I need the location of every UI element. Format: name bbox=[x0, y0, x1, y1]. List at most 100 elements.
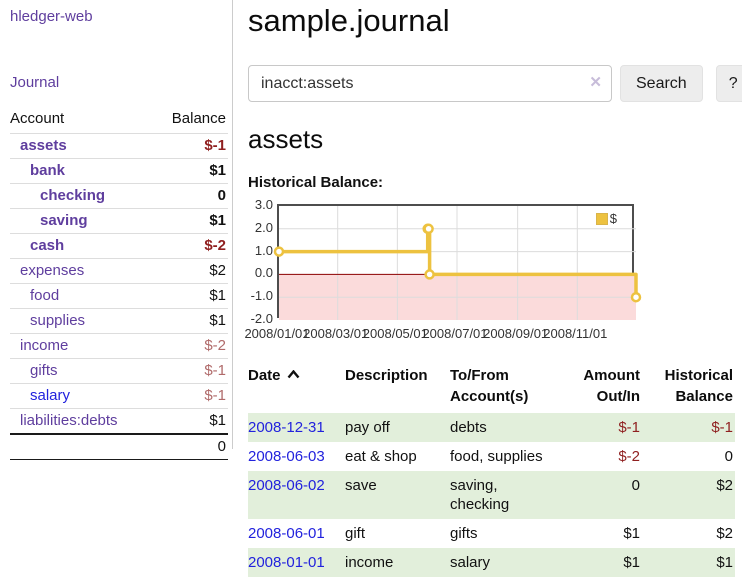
account-name-cell: salary bbox=[10, 383, 155, 409]
account-row: assets $-1 bbox=[10, 133, 228, 159]
search-button[interactable]: Search bbox=[620, 65, 703, 102]
register-table: Date Description To/From Account(s) Amou… bbox=[248, 363, 735, 577]
account-row: expenses $2 bbox=[10, 258, 228, 284]
account-heading: assets bbox=[248, 124, 324, 154]
transaction-balance: $-1 bbox=[711, 419, 733, 436]
register-row[interactable]: 2008-06-01 gift gifts $1 $2 bbox=[248, 519, 735, 548]
register-row[interactable]: 2008-12-31 pay off debts $-1 $-1 bbox=[248, 413, 735, 442]
y-axis-tick-label: 3.0 bbox=[254, 197, 273, 212]
account-balance: $1 bbox=[154, 308, 228, 334]
accounts-total-row: 0 bbox=[10, 433, 228, 460]
register-row[interactable]: 2008-06-02 save saving, checking 0 $2 bbox=[248, 471, 735, 519]
transaction-amount: $-1 bbox=[618, 419, 640, 436]
transaction-description: eat & shop bbox=[345, 448, 417, 465]
x-axis-tick-label: 2008/01/01 bbox=[244, 326, 310, 341]
search-form: ✕ Search ? bbox=[248, 65, 742, 102]
sidebar-item-journal[interactable]: Journal bbox=[10, 74, 60, 91]
account-name-cell: liabilities:debts bbox=[10, 409, 154, 435]
transaction-description: income bbox=[345, 554, 394, 571]
column-header-amount[interactable]: Amount Out/In bbox=[583, 367, 640, 405]
account-link[interactable]: food bbox=[30, 287, 60, 304]
transaction-amount: $1 bbox=[623, 554, 640, 571]
app-title-link[interactable]: hledger-web bbox=[10, 8, 93, 25]
account-name-cell: assets bbox=[10, 133, 155, 159]
register-row[interactable]: 2008-06-03 eat & shop food, supplies $-2 0 bbox=[248, 442, 735, 471]
transaction-date-link[interactable]: 2008-01-01 bbox=[248, 554, 325, 571]
account-link[interactable]: supplies bbox=[30, 312, 86, 329]
account-balance: $-1 bbox=[154, 383, 228, 409]
column-header-date[interactable]: Date bbox=[248, 363, 345, 413]
account-balance: $-2 bbox=[154, 333, 228, 359]
sort-ascending-icon bbox=[287, 369, 299, 379]
legend-label: $ bbox=[609, 211, 617, 226]
transaction-date-cell: 2008-06-03 bbox=[248, 442, 345, 471]
account-row: food $1 bbox=[10, 283, 228, 309]
y-axis-tick-label: -2.0 bbox=[250, 311, 273, 326]
account-balance: $-1 bbox=[154, 133, 228, 159]
account-link[interactable]: saving bbox=[40, 212, 88, 229]
transaction-amount: $1 bbox=[623, 525, 640, 542]
help-button[interactable]: ? bbox=[715, 65, 742, 102]
sidebar: hledger-web Journal Account Balance asse… bbox=[0, 0, 233, 460]
transaction-balance: $1 bbox=[716, 554, 733, 571]
transaction-amount: $-2 bbox=[618, 448, 640, 465]
account-link[interactable]: liabilities:debts bbox=[20, 412, 118, 429]
account-name-cell: expenses bbox=[10, 258, 155, 284]
account-row: gifts $-1 bbox=[10, 358, 228, 384]
y-axis-tick-label: 2.0 bbox=[254, 219, 273, 235]
transaction-accounts: debts bbox=[450, 419, 487, 436]
account-link[interactable]: bank bbox=[30, 162, 66, 179]
account-name-cell: gifts bbox=[10, 358, 155, 384]
x-axis-tick-label: 2008/05/01 bbox=[362, 326, 428, 341]
column-header-accounts[interactable]: To/From Account(s) bbox=[450, 367, 529, 405]
account-row: supplies $1 bbox=[10, 308, 228, 334]
column-header-balance[interactable]: Historical Balance bbox=[664, 367, 733, 405]
transaction-date-link[interactable]: 2008-06-01 bbox=[248, 525, 325, 542]
transaction-date-link[interactable]: 2008-06-03 bbox=[248, 448, 325, 465]
column-header-description[interactable]: Description bbox=[345, 367, 428, 384]
search-input[interactable] bbox=[248, 65, 612, 102]
transaction-accounts: salary bbox=[450, 554, 491, 571]
account-balance: $1 bbox=[154, 158, 228, 184]
transaction-accounts: gifts bbox=[450, 525, 478, 542]
transaction-date-link[interactable]: 2008-12-31 bbox=[248, 419, 325, 436]
chart-title: Historical Balance: bbox=[248, 174, 384, 191]
chart-svg bbox=[273, 206, 642, 320]
transaction-balance: $2 bbox=[716, 477, 733, 494]
transaction-accounts: food, supplies bbox=[450, 448, 543, 465]
account-name-cell: food bbox=[10, 283, 155, 309]
account-link[interactable]: expenses bbox=[20, 262, 85, 279]
account-row: bank $1 bbox=[10, 158, 228, 184]
accounts-table: Account Balance assets $-1 bank $1 checking 0… bbox=[10, 106, 228, 460]
main-content: sample.journal ✕ Search ? assets Histori… bbox=[244, 0, 742, 577]
legend-swatch-icon bbox=[595, 212, 608, 225]
accounts-total-value: 0 bbox=[154, 433, 228, 460]
transaction-description: pay off bbox=[345, 419, 390, 436]
accounts-total-spacer bbox=[10, 433, 155, 460]
register-row[interactable]: 2008-01-01 income salary $1 $1 bbox=[248, 548, 735, 577]
account-balance: $2 bbox=[154, 258, 228, 284]
transaction-date-cell: 2008-06-01 bbox=[248, 519, 345, 548]
account-row: checking 0 bbox=[10, 183, 228, 209]
account-row: income $-2 bbox=[10, 333, 228, 359]
page-title: sample.journal bbox=[248, 3, 450, 38]
x-axis-tick-label: 2008/03/01 bbox=[303, 326, 369, 341]
account-row: cash $-2 bbox=[10, 233, 228, 259]
account-name-cell: checking bbox=[10, 183, 155, 209]
account-row: liabilities:debts $1 bbox=[10, 409, 228, 435]
clear-search-icon[interactable]: ✕ bbox=[589, 74, 602, 91]
account-name-cell: saving bbox=[10, 208, 155, 234]
account-link[interactable]: income bbox=[20, 337, 69, 354]
account-link[interactable]: cash bbox=[30, 237, 65, 254]
transaction-date-link[interactable]: 2008-06-02 bbox=[248, 477, 325, 494]
account-link[interactable]: assets bbox=[20, 137, 67, 154]
account-link[interactable]: salary bbox=[30, 387, 71, 404]
transaction-balance: 0 bbox=[724, 448, 733, 465]
column-header-date-label: Date bbox=[248, 367, 281, 384]
account-link[interactable]: checking bbox=[40, 187, 106, 204]
transaction-accounts: saving, checking bbox=[450, 477, 510, 513]
transaction-amount: 0 bbox=[631, 477, 640, 494]
account-row: saving $1 bbox=[10, 208, 228, 234]
x-axis-tick-label: 2008/09/01 bbox=[483, 326, 549, 341]
account-link[interactable]: gifts bbox=[30, 362, 58, 379]
